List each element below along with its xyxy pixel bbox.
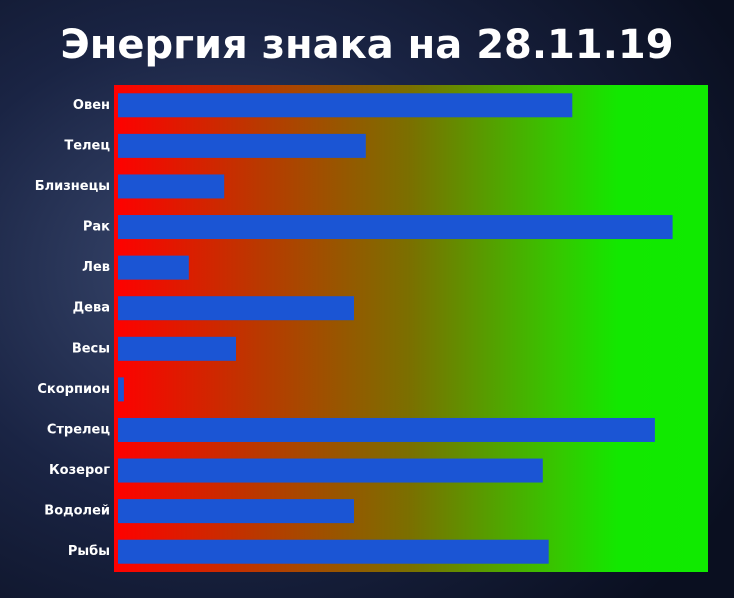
- y-tick-label: Водолей: [44, 504, 110, 519]
- y-tick-label: Дева: [73, 301, 110, 316]
- bar: [118, 174, 225, 199]
- bar: [118, 458, 543, 483]
- y-tick-label: Скорпион: [37, 382, 110, 397]
- bar: [118, 93, 573, 118]
- bar: [118, 133, 366, 158]
- y-tick-label: Рыбы: [68, 544, 110, 559]
- bar: [118, 417, 655, 442]
- y-tick-label: Лев: [82, 260, 110, 275]
- y-tick-label: Рак: [83, 220, 110, 235]
- y-tick-label: Стрелец: [47, 422, 111, 437]
- y-tick-label: Близнецы: [35, 179, 110, 194]
- bar: [118, 296, 354, 321]
- bar: [118, 539, 549, 564]
- bar: [118, 255, 189, 280]
- bar: [118, 215, 673, 240]
- plot-area: [114, 85, 708, 572]
- y-tick-label: Телец: [64, 138, 110, 153]
- chart-title: Энергия знака на 28.11.19: [60, 22, 673, 68]
- bar: [118, 499, 354, 524]
- y-tick-label: Козерог: [49, 463, 110, 478]
- y-tick-label: Весы: [72, 341, 110, 356]
- bar: [118, 377, 124, 402]
- y-tick-label: Овен: [73, 98, 110, 113]
- bar: [118, 336, 236, 361]
